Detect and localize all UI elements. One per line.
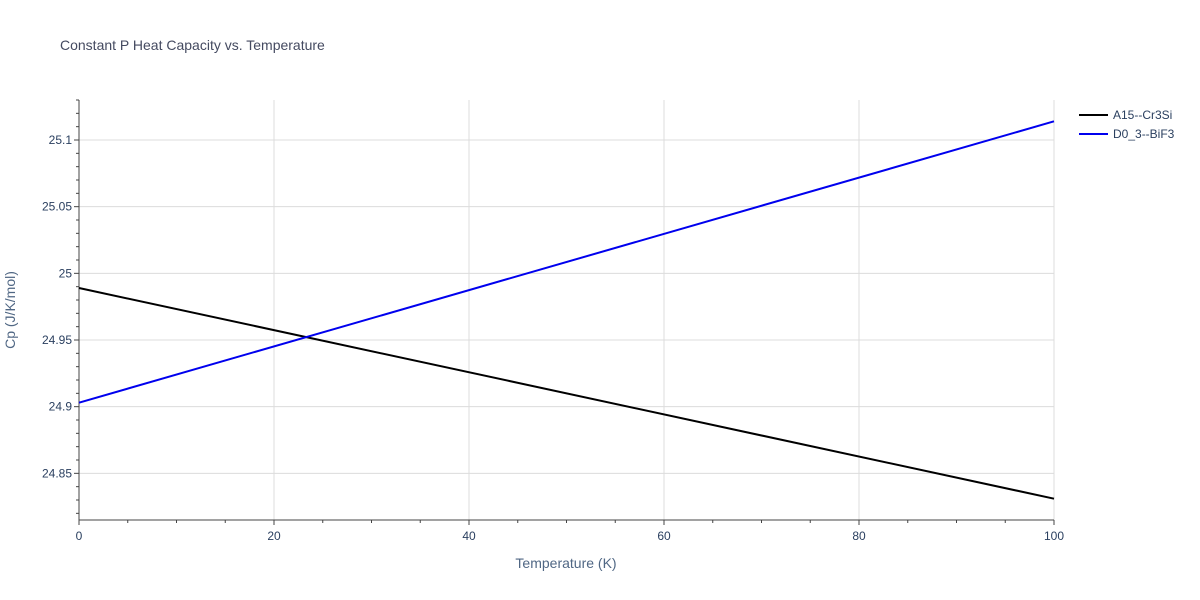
y-axis-title: Cp (J/K/mol) xyxy=(2,271,18,349)
axes: 0 20 40 60 80 100 24.85 24.9 24.95 25 25.05 25.1 xyxy=(42,99,1064,543)
legend-label: D0_3--BiF3 xyxy=(1113,127,1175,141)
x-tick-label: 40 xyxy=(462,529,476,543)
plot-area xyxy=(78,120,1055,500)
y-tick-label: 25.05 xyxy=(42,200,72,214)
y-tick-label: 25 xyxy=(59,266,73,280)
x-tick-label: 0 xyxy=(76,529,83,543)
x-axis-title: Temperature (K) xyxy=(515,555,616,571)
y-tick-label: 25.1 xyxy=(49,133,73,147)
y-tick-label: 24.95 xyxy=(42,333,72,347)
chart-title: Constant P Heat Capacity vs. Temperature xyxy=(60,37,325,53)
legend: A15--Cr3Si D0_3--BiF3 xyxy=(1079,108,1175,141)
y-tick-label: 24.85 xyxy=(42,466,72,480)
x-tick-label: 20 xyxy=(267,529,281,543)
x-tick-label: 80 xyxy=(852,529,866,543)
series-line xyxy=(78,287,1055,500)
legend-label: A15--Cr3Si xyxy=(1113,108,1172,122)
x-tick-label: 60 xyxy=(657,529,671,543)
grid xyxy=(79,100,1055,520)
x-tick-label: 100 xyxy=(1044,529,1064,543)
y-tick-label: 24.9 xyxy=(49,400,73,414)
series-line xyxy=(78,120,1055,404)
